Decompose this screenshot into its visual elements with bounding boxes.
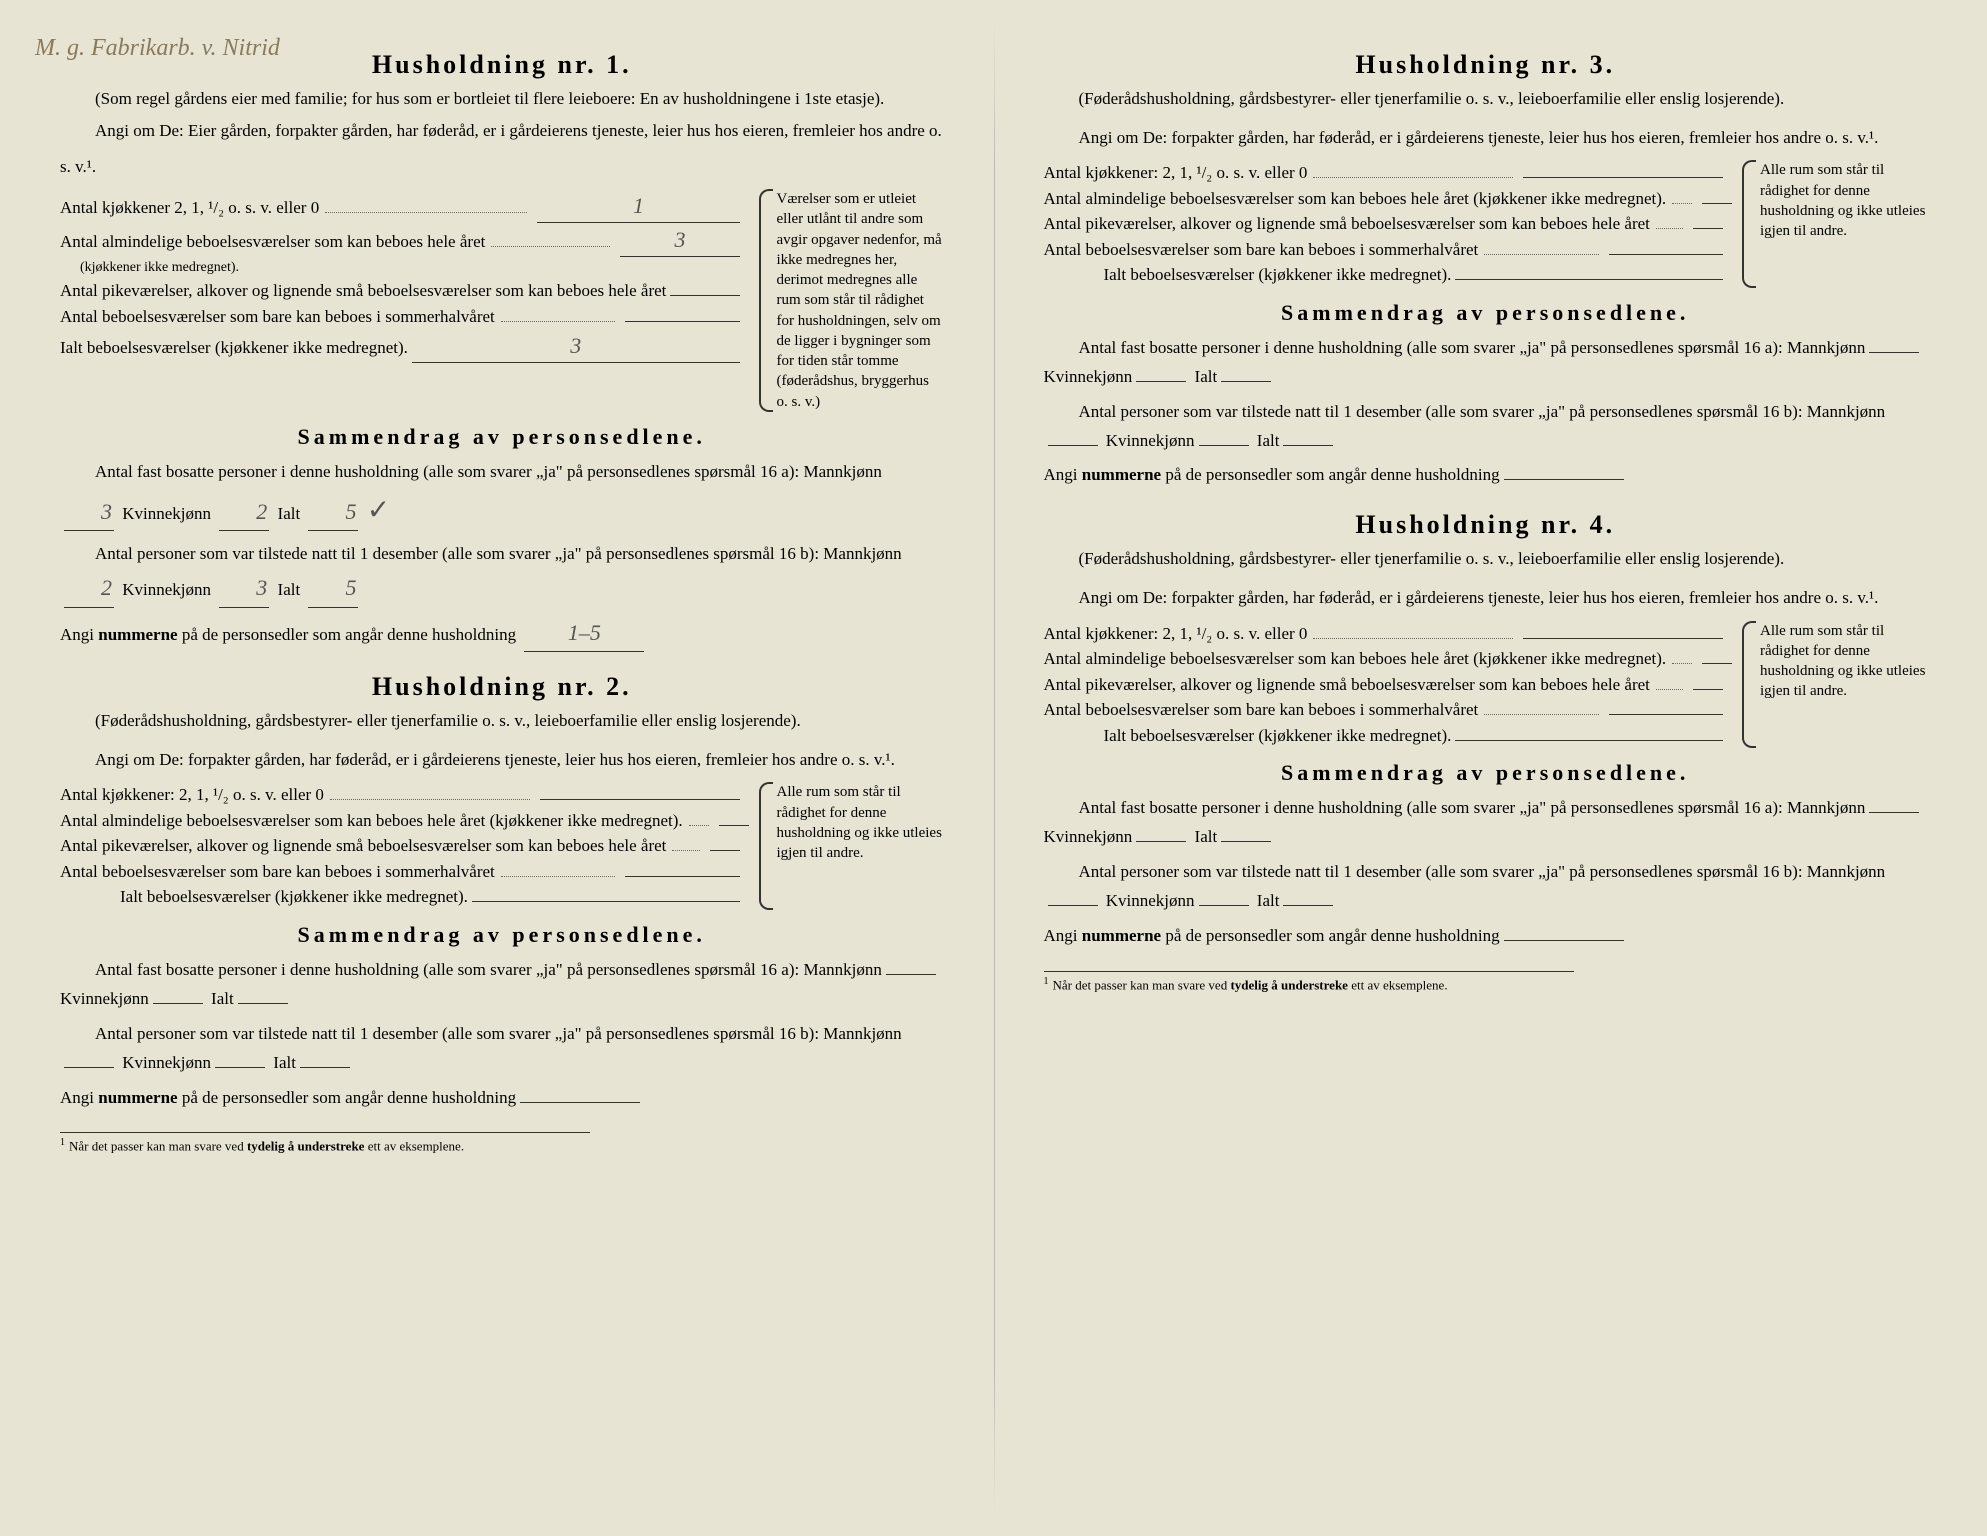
summary-16b: Antal personer som var tilstede natt til… (60, 1020, 944, 1078)
summer-row: Antal beboelsesværelser som bare kan beb… (60, 859, 744, 885)
nummer-value: 1–5 (524, 614, 644, 652)
summer-row: Antal beboelsesværelser som bare kan beb… (1044, 697, 1728, 723)
kvinne-16b: 3 (219, 569, 269, 607)
sidenote: Alle rum som står til rådighet for denne… (1742, 160, 1927, 288)
household-intro: (Som regel gårdens eier med familie; for… (60, 88, 944, 111)
handwritten-annotation: M. g. Fabrikarb. v. Nitrid (35, 35, 280, 62)
nummer-row: Angi nummerne på de personsedler som ang… (1044, 461, 1928, 490)
summer-row: Antal beboelsesværelser som bare kan beb… (1044, 237, 1728, 263)
rooms-row: Antal almindelige beboelsesværelser som … (60, 223, 744, 278)
rooms-block: Antal kjøkkener: 2, 1, ¹/₂ o. s. v. elle… (1044, 160, 1928, 288)
household-title: Husholdning nr. 3. (1044, 50, 1928, 80)
pike-row: Antal pikeværelser, alkover og lignende … (60, 833, 744, 859)
household-3: Husholdning nr. 3. (Føderådshusholdning,… (1044, 50, 1928, 490)
rooms-row: Antal almindelige beboelsesværelser som … (1044, 646, 1728, 672)
summer-value (625, 321, 739, 322)
sidenote: Alle rum som står til rådighet for denne… (759, 782, 944, 910)
pike-value (670, 295, 739, 296)
right-page: Husholdning nr. 3. (Føderådshusholdning,… (994, 0, 1987, 1536)
summary-title: Sammendrag av personsedlene. (60, 922, 944, 948)
summary-16b: Antal personer som var tilstede natt til… (1044, 858, 1928, 916)
total-row: Ialt beboelsesværelser (kjøkkener ikke m… (1044, 723, 1728, 749)
household-1: Husholdning nr. 1. (Som regel gårdens ei… (60, 50, 944, 652)
angi-text: Angi om De: forpakter gården, har føderå… (1044, 577, 1928, 614)
footnote: 1Når det passer kan man svare ved tydeli… (1044, 971, 1574, 993)
mann-16a: 3 (64, 493, 114, 531)
household-title: Husholdning nr. 2. (60, 672, 944, 702)
kitchens-row: Antal kjøkkener 2, 1, ¹/₂ o. s. v. eller… (60, 189, 744, 223)
household-title: Husholdning nr. 4. (1044, 510, 1928, 540)
household-intro: (Føderådshusholdning, gårdsbestyrer- ell… (1044, 548, 1928, 571)
summary-16b: Antal personer som var tilstede natt til… (1044, 398, 1928, 456)
sidenote: Alle rum som står til rådighet for denne… (1742, 621, 1927, 749)
angi-text: Angi om De: Eier gården, forpakter gårde… (60, 117, 944, 183)
nummer-row: Angi nummerne på de personsedler som ang… (60, 1084, 944, 1113)
summer-row: Antal beboelsesværelser som bare kan beb… (60, 304, 744, 330)
household-intro: (Føderådshusholdning, gårdsbestyrer- ell… (60, 710, 944, 733)
summary-16b: Antal personer som var tilstede natt til… (60, 540, 944, 607)
household-2: Husholdning nr. 2. (Føderådshusholdning,… (60, 672, 944, 1112)
household-4: Husholdning nr. 4. (Føderådshusholdning,… (1044, 510, 1928, 950)
total-row: Ialt beboelsesværelser (kjøkkener ikke m… (60, 884, 744, 910)
sidenote: Værelser som er utleiet eller utlånt til… (759, 189, 944, 412)
nummer-row: Angi nummerne på de personsedler som ang… (60, 614, 944, 652)
angi-text: Angi om De: forpakter gården, har føderå… (60, 739, 944, 776)
summary-16a: Antal fast bosatte personer i denne hush… (60, 956, 944, 1014)
kitchens-row: Antal kjøkkener: 2, 1, ¹/₂ o. s. v. elle… (1044, 621, 1728, 647)
summary-title: Sammendrag av personsedlene. (1044, 300, 1928, 326)
summary-16a: Antal fast bosatte personer i denne hush… (1044, 334, 1928, 392)
rooms-value: 3 (620, 223, 739, 257)
total-row: Ialt beboelsesværelser (kjøkkener ikke m… (1044, 262, 1728, 288)
rooms-row: Antal almindelige beboelsesværelser som … (1044, 186, 1728, 212)
rooms-row: Antal almindelige beboelsesværelser som … (60, 808, 744, 834)
pike-row: Antal pikeværelser, alkover og lignende … (1044, 211, 1728, 237)
summary-16a: Antal fast bosatte personer i denne hush… (1044, 794, 1928, 852)
rooms-block: Antal kjøkkener 2, 1, ¹/₂ o. s. v. eller… (60, 189, 944, 412)
angi-text: Angi om De: forpakter gården, har føderå… (1044, 117, 1928, 154)
kitchens-value: 1 (537, 189, 739, 223)
kitchens-row: Antal kjøkkener: 2, 1, ¹/₂ o. s. v. elle… (1044, 160, 1728, 186)
nummer-row: Angi nummerne på de personsedler som ang… (1044, 922, 1928, 951)
footnote: 1Når det passer kan man svare ved tydeli… (60, 1132, 590, 1154)
ialt-16a: 5 (308, 493, 358, 531)
total-value: 3 (412, 329, 740, 363)
total-row: Ialt beboelsesværelser (kjøkkener ikke m… (60, 329, 744, 363)
ialt-16b: 5 (308, 569, 358, 607)
household-intro: (Føderådshusholdning, gårdsbestyrer- ell… (1044, 88, 1928, 111)
kitchens-row: Antal kjøkkener: 2, 1, ¹/₂ o. s. v. elle… (60, 782, 744, 808)
left-page: M. g. Fabrikarb. v. Nitrid Husholdning n… (0, 0, 994, 1536)
summary-title: Sammendrag av personsedlene. (1044, 760, 1928, 786)
rooms-block: Antal kjøkkener: 2, 1, ¹/₂ o. s. v. elle… (1044, 621, 1928, 749)
summary-title: Sammendrag av personsedlene. (60, 424, 944, 450)
pike-row: Antal pikeværelser, alkover og lignende … (1044, 672, 1728, 698)
mann-16b: 2 (64, 569, 114, 607)
summary-16a: Antal fast bosatte personer i denne hush… (60, 458, 944, 534)
rooms-block: Antal kjøkkener: 2, 1, ¹/₂ o. s. v. elle… (60, 782, 944, 910)
pike-row: Antal pikeværelser, alkover og lignende … (60, 278, 744, 304)
kvinne-16a: 2 (219, 493, 269, 531)
